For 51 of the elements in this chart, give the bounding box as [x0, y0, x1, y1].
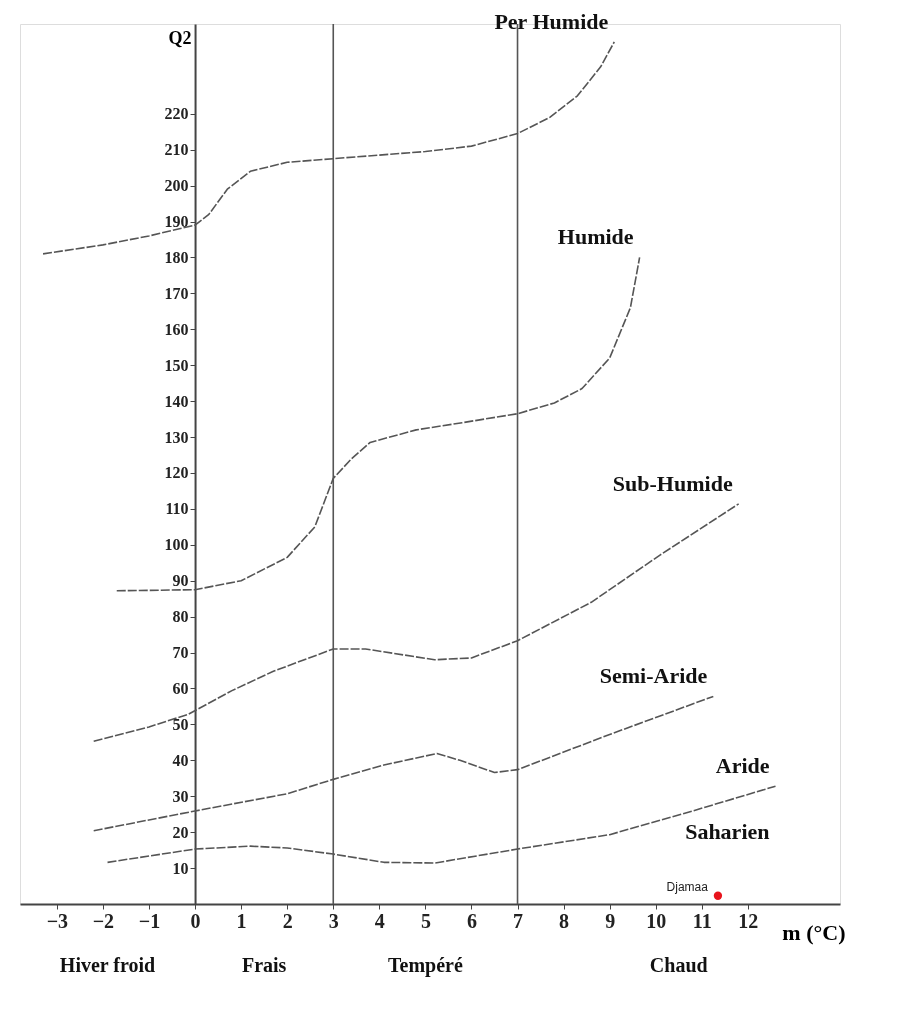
x-tick-label: −1	[138, 909, 161, 932]
x-tick-label: 0	[190, 909, 201, 932]
y-tick-label: 80	[172, 608, 189, 626]
x-tick-label: 6	[466, 909, 477, 932]
y-tick-label: 30	[172, 787, 189, 805]
y-tick-label: 150	[164, 356, 189, 374]
x-tick-label: −2	[92, 909, 115, 932]
x-tick-label: 11	[692, 909, 712, 932]
text: Hiver froid	[59, 954, 156, 976]
x-tick-label: 8	[559, 909, 570, 932]
x-tick-label: 12	[738, 909, 759, 932]
annotation: Saharien	[685, 819, 770, 845]
x-tick-label: 9	[605, 909, 616, 932]
annotation: Semi-Aride	[599, 663, 708, 689]
y-tick-label: 130	[164, 428, 189, 446]
y-tick-label: 90	[172, 572, 189, 590]
x-tick-label: 1	[236, 909, 247, 932]
y-tick-label: 200	[164, 177, 189, 195]
x-tick-label: 5	[420, 909, 431, 932]
text: Chaud	[649, 954, 708, 976]
x-tick-label: 3	[328, 909, 339, 932]
x-tick-label: 7	[513, 909, 524, 932]
x-tick-label: 10	[646, 909, 667, 932]
x-axis-title: m (°C)	[782, 919, 846, 945]
y-tick-label: 20	[172, 823, 189, 841]
annotation: Sub-Humide	[612, 470, 733, 496]
y-tick-label: 120	[164, 464, 189, 482]
y-tick-label: 10	[172, 859, 189, 877]
text: Tempéré	[387, 954, 463, 977]
series-label: Djamaa	[666, 879, 709, 894]
x-tick-label: −3	[46, 909, 69, 932]
y-tick-label: 110	[165, 500, 189, 518]
y-tick-label: 50	[172, 715, 189, 733]
y-tick-label: 180	[164, 248, 189, 266]
annotation: Aride	[715, 753, 770, 779]
x-tick-label: 4	[374, 909, 385, 932]
y-tick-label: 60	[172, 679, 189, 697]
annotation: Humide	[557, 224, 634, 250]
y-tick-label: 140	[164, 392, 189, 410]
y-tick-label: 40	[172, 751, 189, 769]
y-axis-title: Q2	[168, 27, 192, 48]
y-tick-label: 170	[164, 284, 189, 302]
y-tick-label: 210	[164, 141, 189, 159]
y-tick-label: 220	[164, 105, 189, 123]
y-tick-label: 100	[164, 536, 189, 554]
annotation: Per Humide	[494, 8, 609, 34]
y-tick-label: 70	[172, 644, 189, 662]
text: Frais	[241, 954, 287, 976]
y-tick-label: 160	[164, 320, 189, 338]
x-tick-label: 2	[282, 909, 293, 932]
y-tick-label: 190	[164, 213, 189, 231]
